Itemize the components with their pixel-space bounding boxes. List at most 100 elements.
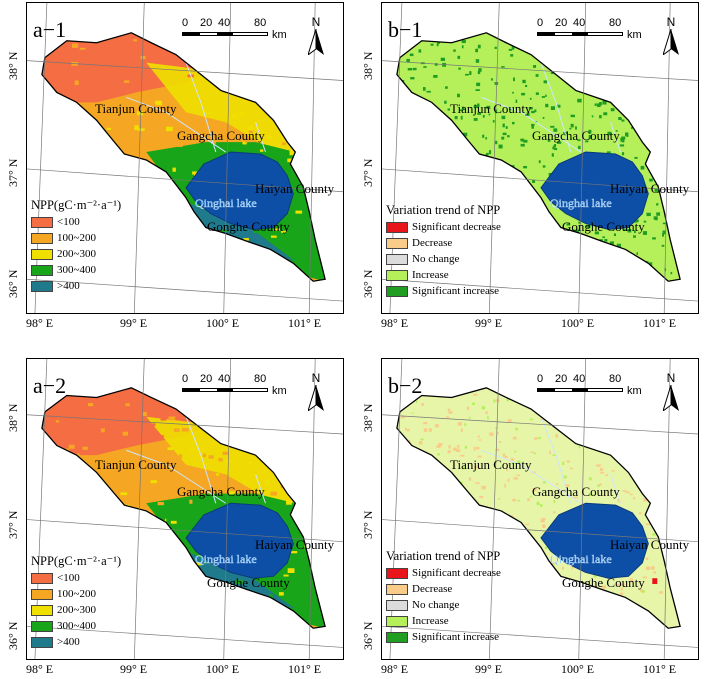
graticule-line (27, 414, 343, 435)
place-haiyan: Haiyan County (255, 537, 335, 552)
scale-unit: km (627, 29, 642, 41)
scale-label: 40 (573, 373, 586, 385)
legend-label: <100 (57, 572, 80, 584)
legend-label: >400 (57, 636, 80, 648)
graticule-line (133, 3, 145, 313)
latitude-label: 36° N (361, 621, 375, 650)
legend: Variation trend of NPP Significant decrea… (386, 203, 501, 299)
scale-label: 40 (573, 17, 586, 29)
scale-label: 80 (609, 373, 622, 385)
legend-swatch (386, 237, 408, 249)
longitude-label: 99° E (120, 662, 148, 676)
map-panel-3: a−2 0 20 40 80 km N Tianjun County Gangcha Count… (26, 358, 344, 660)
longitude-label: 101° E (288, 316, 322, 330)
latitude-label: 37° N (361, 510, 375, 539)
legend-swatch (31, 248, 53, 260)
scale-bar-graphic (537, 32, 623, 36)
legend-swatch (31, 588, 53, 600)
legend-title: NPP(gC·m⁻²·a⁻¹) (31, 198, 122, 212)
map-panel-1: a−1 0 20 40 80 km N Tianjun County Gangcha Count… (26, 2, 344, 314)
legend-item: Significant decrease (386, 565, 501, 581)
map-canvas (382, 3, 698, 313)
legend-label: Significant increase (412, 631, 500, 643)
legend-label: >400 (57, 280, 80, 292)
longitude-label: 100° E (206, 316, 240, 330)
place-lake: Qinghai lake (550, 196, 612, 210)
latitude-label: 38° N (6, 403, 20, 432)
legend-swatch (31, 232, 53, 244)
legend-swatch (386, 221, 408, 233)
legend-item: Significant increase (386, 283, 501, 299)
north-arrow-icon (307, 28, 324, 57)
scale-label: 80 (254, 373, 267, 385)
graticule-line (578, 3, 587, 313)
latitude-label: 36° N (361, 269, 375, 298)
legend-item: Significant decrease (386, 219, 501, 235)
north-arrow: N (660, 371, 682, 414)
legend-label: No change (412, 599, 460, 611)
place-gonghe: Gonghe County (207, 219, 290, 234)
legend-item: 300~400 (31, 618, 121, 634)
graticule-line (34, 3, 48, 313)
legend-item: No change (386, 597, 501, 613)
graticule-line (308, 3, 316, 313)
legend-label: Decrease (412, 237, 453, 249)
scale-unit: km (272, 385, 287, 397)
north-arrow-icon (307, 384, 324, 413)
graticule-line (382, 278, 698, 302)
legend-swatch (31, 620, 53, 632)
place-lake: Qinghai lake (195, 552, 257, 566)
panel-label: a−2 (33, 373, 67, 398)
place-gonghe: Gonghe County (562, 575, 645, 590)
graticule-line (578, 359, 587, 659)
legend-label: Increase (412, 269, 449, 281)
legend-label: 200~300 (57, 604, 96, 616)
legend-item: 200~300 (31, 246, 121, 262)
latitude-label: 36° N (6, 269, 20, 298)
graticule-line (308, 359, 316, 659)
legend-label: 300~400 (57, 264, 96, 276)
north-arrow: N (660, 15, 682, 58)
legend-swatch (31, 264, 53, 276)
latitude-label: 38° N (361, 403, 375, 432)
longitude-label: 99° E (120, 316, 148, 330)
legend-swatch (31, 216, 53, 228)
graticule-line (27, 625, 343, 648)
legend-label: 200~300 (57, 248, 96, 260)
basin-outline (396, 32, 681, 282)
place-tianjun: Tianjun County (450, 457, 532, 472)
place-tianjun: Tianjun County (450, 101, 532, 116)
scale-label: 0 (537, 373, 544, 385)
scale-unit: km (627, 385, 642, 397)
legend-item: 100~200 (31, 586, 121, 602)
place-lake: Qinghai lake (550, 552, 612, 566)
map-canvas (382, 359, 698, 659)
graticule-line (27, 278, 343, 302)
longitude-label: 100° E (561, 662, 595, 676)
legend-swatch (386, 269, 408, 281)
legend-item: <100 (31, 214, 121, 230)
legend-label: Decrease (412, 583, 453, 595)
legend-swatch (386, 631, 408, 643)
graticule-line (133, 359, 145, 659)
legend-swatch (386, 583, 408, 595)
scale-label: 0 (182, 17, 189, 29)
place-gonghe: Gonghe County (562, 219, 645, 234)
legend-item: No change (386, 251, 501, 267)
legend: NPP(gC·m⁻²·a⁻¹) <100 100~200 200~300 300~400… (31, 553, 121, 650)
graticule-line (27, 519, 343, 543)
place-gangcha: Gangcha County (532, 128, 620, 143)
legend-item: <100 (31, 570, 121, 586)
longitude-label: 98° E (26, 662, 54, 676)
graticule-line (382, 168, 698, 193)
qinghai-lake (540, 502, 649, 579)
scale-label: 80 (254, 17, 267, 29)
scale-bar: 0 20 40 80 km (182, 17, 292, 47)
latitude-label: 37° N (361, 158, 375, 187)
scale-unit: km (272, 29, 287, 41)
latitude-label: 38° N (361, 51, 375, 80)
place-haiyan: Haiyan County (610, 181, 690, 196)
scale-bar: 0 20 40 80 km (537, 17, 647, 47)
place-tianjun: Tianjun County (95, 101, 177, 116)
graticule-line (382, 625, 698, 648)
